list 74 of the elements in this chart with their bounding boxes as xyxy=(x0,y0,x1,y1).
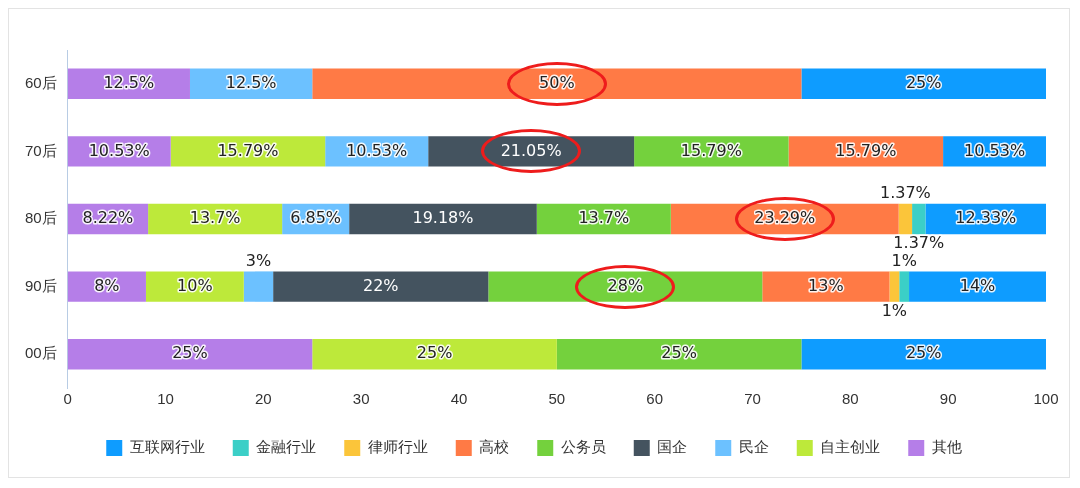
y-tick-label: 90后 xyxy=(25,276,57,294)
data-label: 1% xyxy=(881,300,908,320)
bar xyxy=(428,136,635,167)
bar xyxy=(898,203,913,235)
x-tick-label: 60 xyxy=(646,390,664,408)
data-label: 1% xyxy=(891,250,917,270)
data-label: 15.79% xyxy=(680,140,742,160)
x-tick-label: 20 xyxy=(255,390,272,408)
legend-label: 其他 xyxy=(931,438,962,456)
x-tick-label: 40 xyxy=(450,390,468,408)
data-label: 13% xyxy=(808,275,844,295)
legend-label: 自主创业 xyxy=(820,438,881,456)
data-label: 12.5% xyxy=(225,72,277,92)
data-label: 25% xyxy=(905,343,942,363)
bar xyxy=(243,271,274,302)
x-tick-label: 0 xyxy=(63,390,72,408)
data-label: 25% xyxy=(905,72,942,92)
x-tick-label: 10 xyxy=(157,390,174,408)
legend-label: 高校 xyxy=(479,438,510,456)
data-label: 12.33% xyxy=(955,208,1017,228)
data-label: 12.5% xyxy=(103,72,155,92)
x-tick-label: 90 xyxy=(939,390,957,408)
x-tick-label: 100 xyxy=(1033,390,1059,408)
legend-label: 民企 xyxy=(738,438,769,456)
legend-label: 律师行业 xyxy=(367,438,428,456)
bar xyxy=(273,271,489,302)
data-label: 50% xyxy=(539,72,575,92)
data-label: 13.7% xyxy=(189,208,241,228)
data-label: 10% xyxy=(177,275,213,295)
x-tick-label: 70 xyxy=(744,390,761,408)
data-label: 15.79% xyxy=(835,140,897,160)
data-label: 10.53% xyxy=(346,140,408,160)
data-label: 19.18% xyxy=(412,208,474,228)
data-label: 1.37% xyxy=(893,233,945,253)
data-label: 6.85% xyxy=(290,208,342,228)
y-tick-label: 70后 xyxy=(25,141,57,159)
data-label: 22% xyxy=(362,275,399,295)
data-label: 10.53% xyxy=(964,140,1026,160)
bar xyxy=(899,271,910,302)
x-tick-label: 50 xyxy=(548,390,566,408)
x-tick-label: 80 xyxy=(841,390,859,408)
data-label: 23.29% xyxy=(754,208,816,228)
bar xyxy=(349,203,537,235)
data-label: 25% xyxy=(661,343,697,363)
data-label: 1.37% xyxy=(879,182,931,202)
data-label: 25% xyxy=(416,343,453,363)
bar xyxy=(312,338,557,370)
legend-label: 公务员 xyxy=(560,438,606,456)
bar xyxy=(909,271,1046,302)
legend-label: 金融行业 xyxy=(256,438,317,456)
data-label: 13.7% xyxy=(578,208,630,228)
data-label: 14% xyxy=(959,275,996,295)
y-tick-label: 60后 xyxy=(25,73,57,91)
bar xyxy=(488,271,763,302)
bar xyxy=(912,203,926,235)
y-tick-label: 80后 xyxy=(25,209,57,227)
bar xyxy=(801,68,1046,100)
bar xyxy=(312,68,802,100)
bar xyxy=(801,338,1046,370)
data-label: 25% xyxy=(172,343,208,363)
bar xyxy=(67,338,313,370)
y-tick-label: 00后 xyxy=(25,344,57,362)
legend-label: 互联网行业 xyxy=(129,438,205,456)
x-tick-label: 30 xyxy=(352,390,370,408)
data-label: 8.22% xyxy=(82,208,134,228)
legend-label: 国企 xyxy=(657,438,688,456)
data-label: 3% xyxy=(245,250,272,270)
data-label: 28% xyxy=(607,275,644,295)
bar xyxy=(556,338,802,370)
bar xyxy=(889,271,900,302)
data-label: 21.05% xyxy=(500,140,562,160)
data-label: 10.53% xyxy=(88,140,150,160)
data-label: 8% xyxy=(94,275,120,295)
data-label: 15.79% xyxy=(217,140,279,160)
